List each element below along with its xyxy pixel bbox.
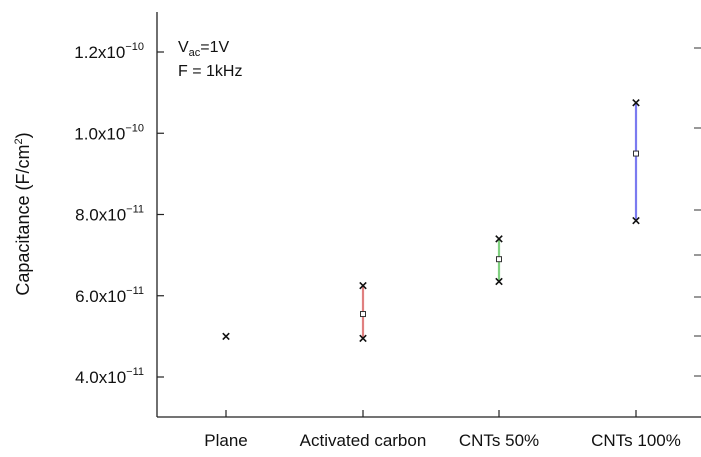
x-ticks: Plane Activated carbon CNTs 50% CNTs 100% [204, 410, 681, 450]
y-axis-label: Capacitance (F/cm2) [13, 132, 33, 295]
mean-marker-2 [496, 256, 502, 263]
max-marker-1 [359, 281, 367, 290]
frequency-annotation: F = 1kHz [178, 63, 242, 80]
min-marker-3 [632, 216, 640, 225]
errorbar-3 [632, 99, 640, 225]
errorbar-1 [359, 281, 367, 343]
y-tick-label-1: 6.0x10−11 [75, 285, 144, 306]
y-tick-label-0: 4.0x10−11 [75, 366, 144, 387]
max-marker-3 [632, 99, 640, 107]
mean-marker-3 [633, 150, 639, 157]
series-group [222, 99, 640, 343]
min-marker-2 [495, 277, 503, 286]
y-ticks: 4.0x10−11 6.0x10−11 8.0x10−11 1.0x10−10 1.2x… [74, 41, 164, 387]
x-tick-label-1: Activated carbon [300, 431, 427, 450]
x-tick-label-2: CNTs 50% [459, 431, 539, 450]
max-marker-2 [495, 235, 503, 243]
y-tick-label-4: 1.2x10−10 [74, 41, 144, 62]
y-tick-label-2: 8.0x10−11 [75, 204, 144, 225]
x-tick-label-0: Plane [204, 431, 247, 450]
errorbar-2 [495, 235, 503, 286]
mean-marker-1 [360, 311, 366, 318]
mean-marker-0 [222, 332, 230, 341]
y-tick-label-3: 1.0x10−10 [74, 122, 144, 143]
x-tick-label-3: CNTs 100% [591, 431, 681, 450]
errorbar-0 [222, 332, 230, 341]
min-marker-1 [359, 334, 367, 343]
voltage-annotation: Vac=1V [178, 39, 230, 59]
right-ticks [694, 47, 701, 377]
